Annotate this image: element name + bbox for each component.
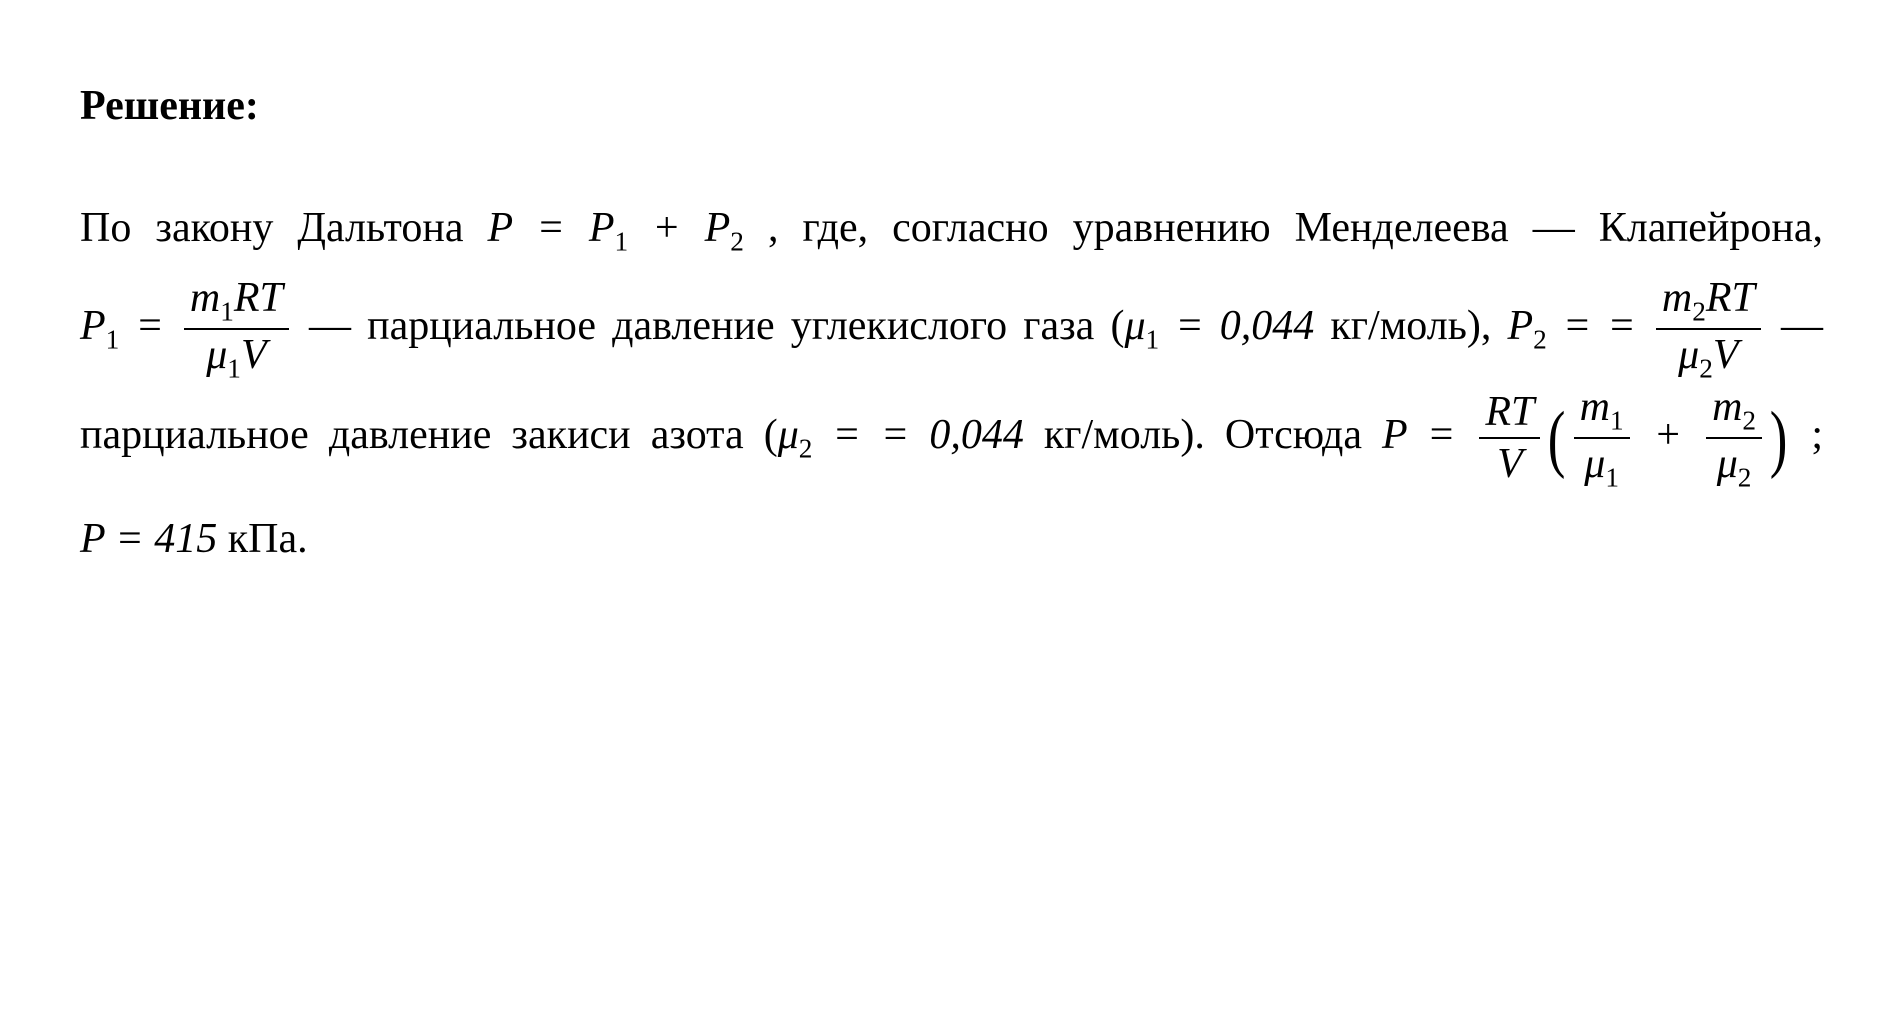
den-mu2: μ (1678, 332, 1699, 378)
fraction-RT-V: RTV (1479, 389, 1540, 487)
den-mu1: μ (206, 332, 227, 378)
num-s1: 1 (220, 296, 234, 326)
den-Vf: V (1479, 439, 1540, 487)
mu2-units: кг/моль (1024, 412, 1181, 458)
op-eq-2: = (119, 303, 180, 349)
text-7: ; (1811, 412, 1823, 458)
num-m1f: m (1580, 384, 1610, 430)
result-units: кПа (217, 516, 297, 562)
mu2-value-start: μ2 = (778, 412, 861, 458)
var-P1b: P (80, 303, 106, 349)
result-val: = 415 (105, 516, 217, 562)
text-6: ). Отсюда (1180, 412, 1382, 458)
den-mu2f: μ (1717, 441, 1738, 487)
var-P1: P (589, 205, 615, 251)
solution-heading: Решение: (80, 60, 1823, 152)
text-1: По закону Дальтона (80, 205, 488, 251)
num-m2f: m (1712, 384, 1742, 430)
var-P: P (488, 205, 513, 251)
num-s1f: 1 (1610, 405, 1624, 435)
num-RT2: RT (1706, 275, 1755, 321)
mu2-sub: 2 (799, 434, 813, 464)
num-s2: 2 (1692, 296, 1706, 326)
sub-2b: 2 (1533, 325, 1547, 355)
text-2: , где, согласно уравнению Менделеева — К… (768, 205, 1823, 251)
p1-equation: P1 = m1RTμ1V (80, 303, 309, 349)
mu2-eq-a: = (812, 412, 860, 458)
result-equation: P = 415 кПа (80, 516, 297, 562)
num-s2f: 2 (1742, 405, 1756, 435)
num-RT: RT (234, 275, 283, 321)
fraction-m1-mu1: m1μ1 (1574, 384, 1630, 493)
var-P2b: P (1507, 303, 1533, 349)
op-eq-4: = (1407, 412, 1475, 458)
op-plus: + (628, 205, 704, 251)
op-eq-3b: = (1607, 303, 1651, 349)
fraction-m2-mu2: m2μ2 (1706, 384, 1762, 493)
sub-2: 2 (730, 227, 744, 257)
p2-equation-cont: = m2RTμ2V (1607, 303, 1781, 349)
den-V2: V (1713, 332, 1739, 378)
lparen-icon: ( (1548, 401, 1566, 477)
text-4: ), (1467, 303, 1508, 349)
mu2-value-cont: = 0,044 кг/моль (881, 412, 1180, 458)
mu1-eq: = 0,044 (1159, 303, 1314, 349)
op-plus-f: + (1634, 412, 1702, 458)
text-3: — парциальное давление углекислого газа … (309, 303, 1124, 349)
mu1-value: μ1 = 0,044 кг/моль (1124, 303, 1466, 349)
den-s1f: 1 (1605, 463, 1619, 493)
solution-body: По закону Дальтона P = P1 + P2 , где, со… (80, 182, 1823, 585)
mu1-sym: μ (1124, 303, 1145, 349)
sub-1: 1 (615, 227, 629, 257)
mu1-sub: 1 (1146, 325, 1160, 355)
mu2-eq-b: = 0,044 (881, 412, 1024, 458)
var-Pr: P (80, 516, 105, 562)
sub-1b: 1 (106, 325, 120, 355)
den-mu1f: μ (1584, 441, 1605, 487)
den-V: V (241, 332, 267, 378)
den-s1: 1 (227, 354, 241, 384)
rparen-icon: ) (1770, 401, 1788, 477)
final-equation: P = RTV(m1μ1 + m2μ2) (1382, 412, 1811, 458)
den-s2: 2 (1699, 354, 1713, 384)
var-P2: P (705, 205, 731, 251)
mu1-units: кг/моль (1314, 303, 1467, 349)
op-eq-3a: = (1547, 303, 1591, 349)
den-s2f: 2 (1738, 463, 1752, 493)
num-m2: m (1662, 275, 1692, 321)
p2-equation-start: P2 = (1507, 303, 1607, 349)
fraction-p2: m2RTμ2V (1656, 275, 1761, 384)
dalton-equation: P = P1 + P2 (488, 205, 768, 251)
var-Pf: P (1382, 412, 1407, 458)
op-eq: = (512, 205, 588, 251)
text-8: . (297, 516, 308, 562)
num-m1: m (190, 275, 220, 321)
fraction-p1: m1RTμ1V (184, 275, 289, 384)
num-RTf: RT (1479, 389, 1540, 439)
mu2-sym: μ (778, 412, 799, 458)
